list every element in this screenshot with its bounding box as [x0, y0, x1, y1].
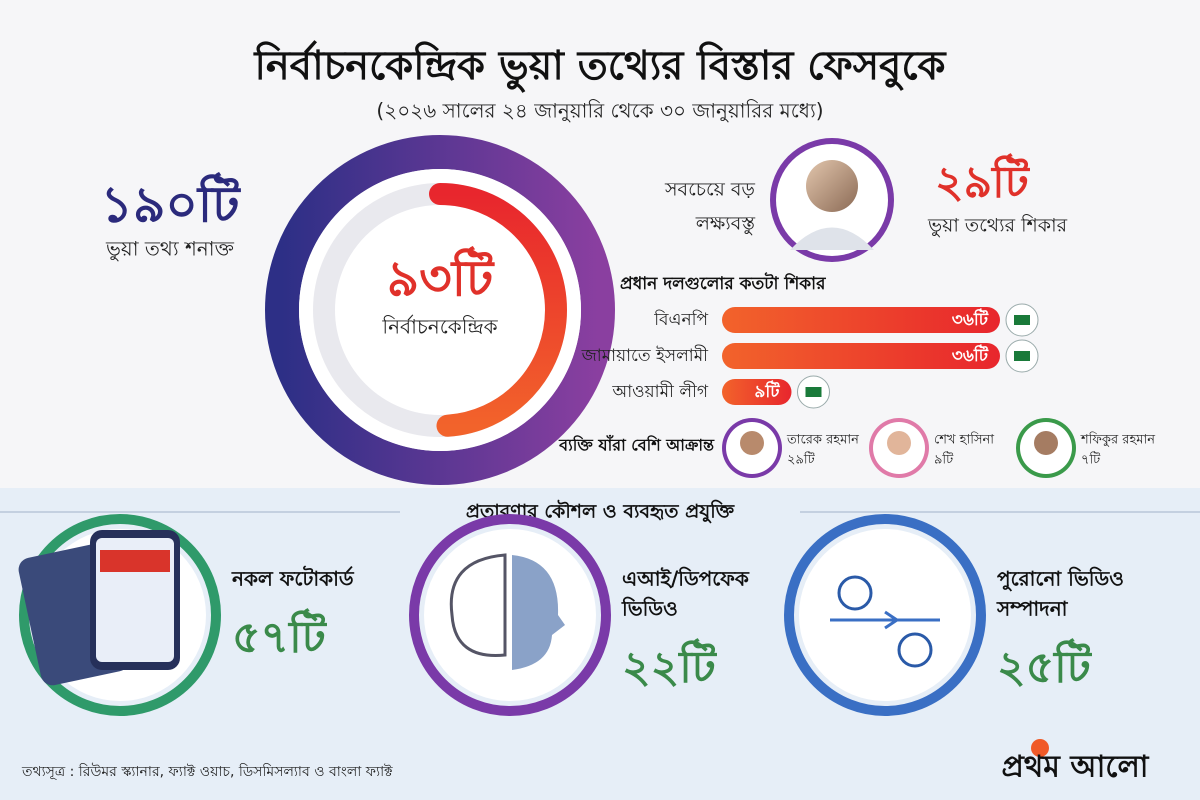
- person-value: ৯টি: [934, 452, 954, 468]
- portrait-face: [806, 160, 858, 212]
- method-name: ভিডিও: [621, 597, 678, 621]
- party-bar: [722, 307, 1000, 333]
- title: নির্বাচনকেন্দ্রিক ভুয়া তথ্যের বিস্তার ফ…: [252, 40, 947, 92]
- method-circle: [799, 529, 971, 701]
- total-caption: ভুয়া তথ্য শনাক্ত: [105, 237, 235, 262]
- donut-inner: [299, 169, 581, 451]
- person-value: ৭টি: [1081, 452, 1101, 468]
- party-value: ৩৬টি: [952, 308, 989, 330]
- person-name: শেখ হাসিনা: [934, 432, 994, 448]
- total-ring: [265, 135, 615, 485]
- portrait-shirt: [790, 227, 874, 250]
- person-face: [887, 431, 911, 455]
- method-ring: [409, 514, 611, 716]
- party-bar: [722, 343, 1000, 369]
- party-logo-flag: [1014, 315, 1030, 325]
- method-ring: [784, 514, 986, 716]
- subtitle: (২০২৬ সালের ২৪ জানুয়ারি থেকে ৩০ জানুয়া…: [376, 99, 823, 123]
- method-name: নকল ফটোকার্ড: [231, 566, 355, 591]
- method-value: ২২টি: [622, 638, 718, 693]
- methods: নকল ফটোকার্ড ৫৭টি এআই/ডিপফেক ভিডিও ২২টি পুরোন…: [18, 514, 1124, 716]
- face-icon: [512, 555, 565, 670]
- globe-icon: [897, 632, 933, 668]
- method-ring: [19, 514, 221, 716]
- party-logo-flag: [1014, 351, 1030, 361]
- party-logo-flag: [805, 387, 822, 397]
- party-bar: [722, 379, 792, 405]
- person-name: তারেক রহমান: [786, 433, 859, 448]
- party-value: ৩৬টি: [952, 344, 989, 366]
- donut: [265, 135, 615, 485]
- method-name: এআই/ডিপফেক: [622, 567, 750, 591]
- arrow-icon: [884, 610, 900, 630]
- method-value: ৫৭টি: [232, 608, 328, 663]
- logo: প্রথম আলো: [1001, 750, 1149, 785]
- method-name: সম্পাদনা: [996, 597, 1069, 621]
- top-target-caption: লক্ষ্যবস্তু: [695, 213, 756, 236]
- persons: তারেক রহমান ২৯টি শেখ হাসিনা ৯টি শফিকুর রহমান…: [722, 418, 1155, 478]
- top-target-label: ২৯টি: [935, 153, 1031, 208]
- party-name: আওয়ামী লীগ: [611, 381, 709, 402]
- person-face: [740, 431, 764, 455]
- method-value: ২৫টি: [997, 638, 1093, 693]
- logo-sun: [1031, 739, 1049, 757]
- person-face: [1034, 431, 1058, 455]
- person-name: শফিকুর রহমান: [1080, 432, 1155, 448]
- brain-icon: [449, 553, 507, 657]
- method-circle: [424, 529, 596, 701]
- party-bars: বিএনপি ৩৬টি জামায়াতে ইসলামী ৩৬টি আওয়ামী লী…: [581, 303, 1039, 409]
- party-value: ৯টি: [754, 380, 780, 402]
- parties-heading: প্রধান দলগুলোর কতটা শিকার: [620, 272, 826, 294]
- election-arc: [313, 183, 567, 437]
- source: তথ্যসূত্র : রিউমর স্ক্যানার, ফ্যাক্ট ওয়…: [21, 763, 393, 780]
- globe-icon: [837, 575, 873, 611]
- top-target-caption: সবচেয়ে বড়: [664, 179, 755, 201]
- election-label: ৯৩টি: [387, 246, 495, 308]
- person-value: ২৯টি: [787, 452, 816, 468]
- top-target-subcaption: ভুয়া তথ্যের শিকার: [927, 215, 1068, 238]
- news-banner: [100, 550, 170, 572]
- party-name: বিএনপি: [653, 309, 708, 330]
- party-name: জামায়াতে ইসলামী: [581, 345, 710, 366]
- method-name: পুরোনো ভিডিও: [997, 567, 1124, 592]
- persons-heading: ব্যক্তি যাঁরা বেশি আক্রান্ত: [558, 435, 715, 455]
- total-label: ১৯০টি: [101, 172, 242, 234]
- election-caption: নির্বাচনকেন্দ্রিক: [381, 315, 498, 339]
